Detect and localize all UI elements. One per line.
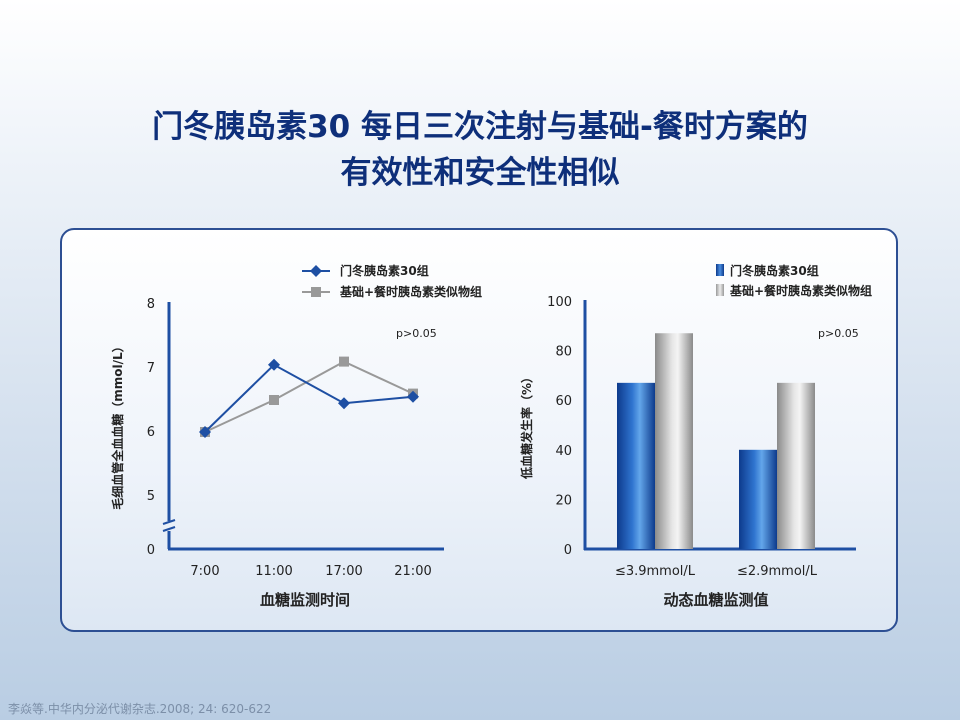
series-line-aspart30 [204,363,414,433]
bar-y-tick-label: 60 [555,394,572,409]
bar-aspart30 [739,449,777,549]
axis-break-mark-1 [162,519,176,525]
line-legend: 门冬胰岛素30组 基础+餐时胰岛素类似物组 [302,263,482,299]
bar-y-tick-label: 20 [555,493,572,508]
bar-legend-label-series-a: 门冬胰岛素30组 [730,263,819,278]
legend-swatch-series-a [716,264,724,276]
line-x-tick-label: 11:00 [255,564,292,579]
bar-y-tick-label: 40 [555,444,572,459]
line-x-tick-label: 21:00 [394,564,431,579]
bar-basal-bolus [655,333,693,549]
line-y-tick-label: 6 [147,425,155,440]
data-point-diamond [268,358,280,371]
line-y-tick-label: 8 [147,297,155,312]
bar-x-axis-label: 动态血糖监测值 [663,591,768,609]
line-y-tick-label: 5 [147,489,155,504]
bar-y-tick-label: 0 [564,543,572,558]
citation: 李焱等.中华内分泌代谢杂志.2008; 24: 620-622 [8,702,272,716]
data-point-square [269,395,279,405]
line-p-value-annotation: p>0.05 [396,327,437,340]
data-point-diamond [199,426,211,438]
line-x-tick-labels: 7:00 11:00 17:00 21:00 [190,564,431,579]
bar-series-group [617,333,815,549]
data-point-diamond [407,390,419,403]
legend-label-series-b: 基础+餐时胰岛素类似物组 [339,284,482,299]
bar-aspart30 [617,382,655,549]
line-x-axis-label: 血糖监测时间 [260,591,350,609]
bar-y-tick-label: 80 [555,345,572,360]
legend-label-series-a: 门冬胰岛素30组 [340,263,429,278]
slide-title-line-1: 门冬胰岛素30 每日三次注射与基础-餐时方案的 [152,109,808,145]
data-point-diamond [338,397,350,410]
bar-y-tick-label: 100 [547,295,572,310]
line-chart: 门冬胰岛素30组 基础+餐时胰岛素类似物组 8 7 6 5 0 毛细血管全血血糖… [110,263,482,609]
data-point-square [339,356,349,367]
line-y-tick-label: 0 [147,543,155,558]
slide-title-line-2: 有效性和安全性相似 [340,155,620,191]
bar-y-tick-labels: 0 20 40 60 80 100 [547,295,572,558]
axis-break-mark-2 [162,526,176,532]
bar-chart: 门冬胰岛素30组 基础+餐时胰岛素类似物组 0 20 40 60 80 100 低血糖发生… [519,263,872,609]
line-x-tick-label: 17:00 [325,564,362,579]
series-line-basal-bolus [204,360,414,433]
line-y-axis-label: 毛细血管全血血糖（mmol/L） [110,340,125,509]
bar-legend-label-series-b: 基础+餐时胰岛素类似物组 [729,283,872,298]
bar-basal-bolus [777,382,815,549]
legend-diamond-marker [310,265,322,277]
bar-y-axis-label: 低血糖发生率（%） [519,371,534,480]
bar-legend: 门冬胰岛素30组 基础+餐时胰岛素类似物组 [716,263,872,298]
line-x-tick-label: 7:00 [190,564,219,579]
legend-square-marker [311,287,321,297]
bar-category-label: ≤2.9mmol/L [737,564,818,579]
line-y-tick-label: 7 [147,361,155,376]
bar-category-label: ≤3.9mmol/L [615,564,696,579]
bar-category-labels: ≤3.9mmol/L ≤2.9mmol/L [615,564,818,579]
line-series-group [199,356,419,438]
chart-panel [60,228,898,632]
legend-swatch-series-b [716,284,724,296]
bar-p-value-annotation: p>0.05 [818,327,859,340]
